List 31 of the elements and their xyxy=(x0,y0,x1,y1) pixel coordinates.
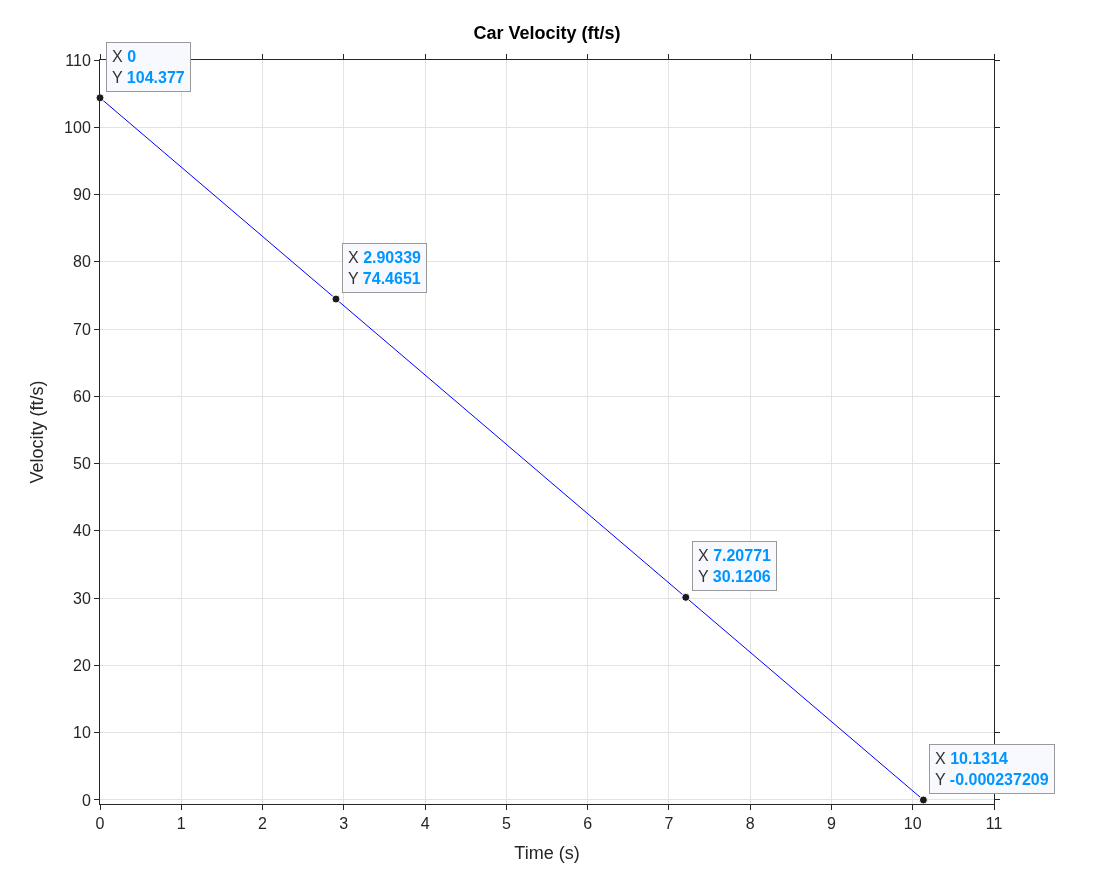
x-tick-label: 8 xyxy=(745,815,755,833)
y-tick-label: 90 xyxy=(73,186,91,204)
x-tick-label: 7 xyxy=(664,815,674,833)
x-tick-label: 4 xyxy=(420,815,430,833)
y-tick-label: 60 xyxy=(73,387,91,405)
annotation: X 10.1314 Y -0.000237209 xyxy=(935,750,1049,788)
y-tick-label: 30 xyxy=(73,589,91,607)
annotation: X 0 Y 104.377 xyxy=(112,48,185,86)
y-tick-label: 10 xyxy=(73,724,91,742)
x-tick-label: 10 xyxy=(903,815,922,833)
y-tick-label: 20 xyxy=(73,657,91,675)
y-tick-label: 80 xyxy=(73,253,91,271)
y-tick-label: 50 xyxy=(73,455,91,473)
y-axis-title: Velocity (ft/s) xyxy=(27,380,48,484)
x-axis-title: Time (s) xyxy=(514,843,580,864)
y-tick-label: 70 xyxy=(73,320,91,338)
x-tick-label: 6 xyxy=(583,815,593,833)
y-tick-label: 0 xyxy=(81,791,91,809)
x-tick-label: 0 xyxy=(95,815,105,833)
x-tick-label: 9 xyxy=(827,815,836,833)
annotation: X 2.90339 Y 74.4651 xyxy=(348,249,422,287)
x-tick-label: 1 xyxy=(176,815,186,833)
x-tick-label: 5 xyxy=(501,815,511,833)
y-tick-label: 110 xyxy=(65,51,91,69)
chart-title: Car Velocity (ft/s) xyxy=(473,23,621,44)
y-tick-label: 40 xyxy=(73,522,91,540)
x-tick-label: 2 xyxy=(258,815,268,833)
y-tick-label: 100 xyxy=(64,118,91,136)
annotation: X 7.20771 Y 30.1206 xyxy=(698,547,772,585)
x-tick-label: 3 xyxy=(339,815,349,833)
x-tick-label: 11 xyxy=(985,815,1003,833)
